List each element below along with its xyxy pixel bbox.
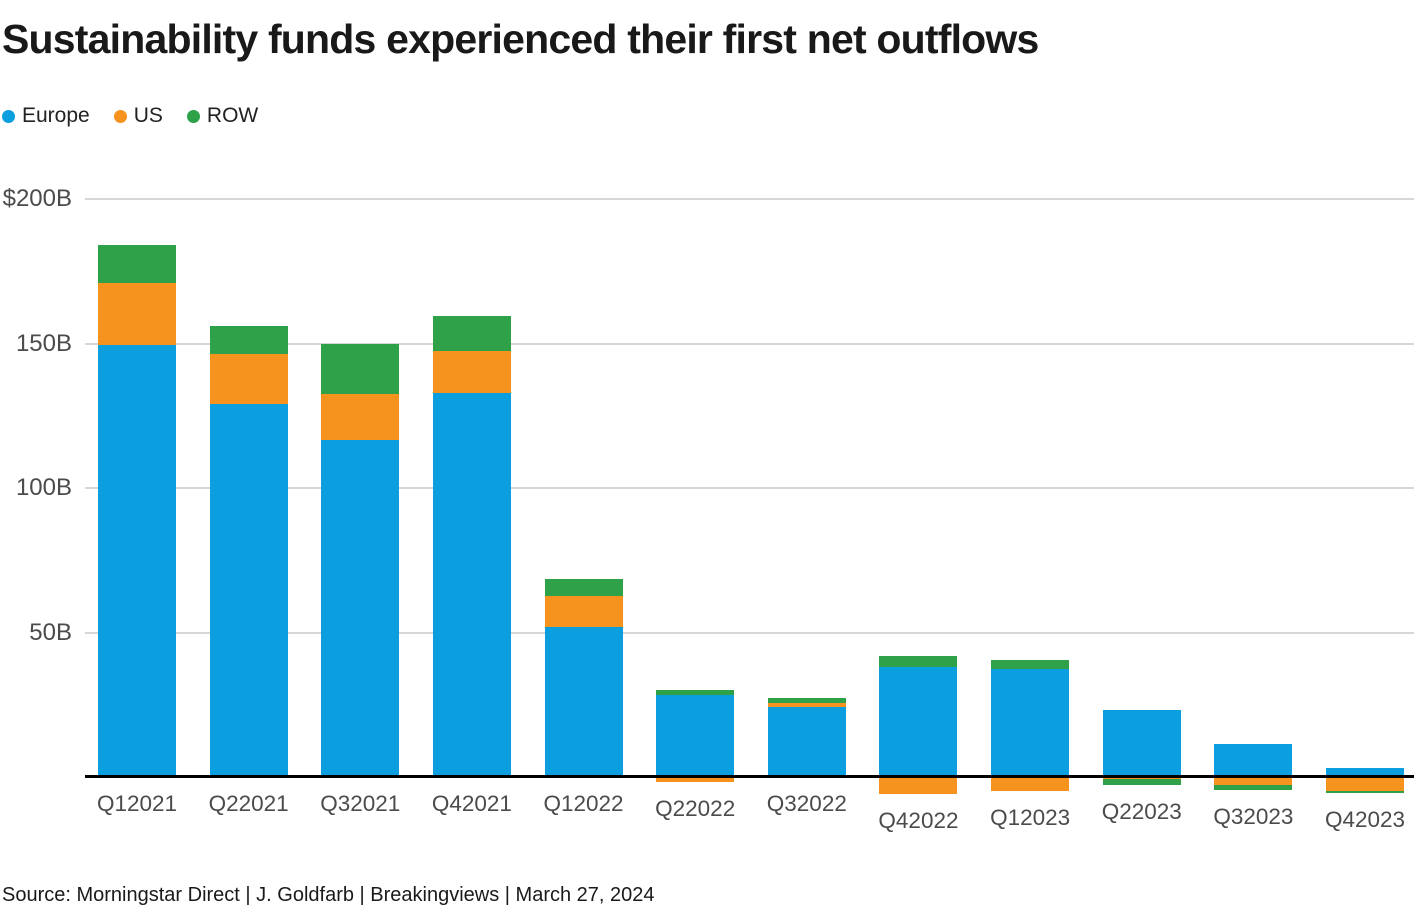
bar-segment-europe-q12022 — [544, 626, 623, 777]
bar-segment-row-q42021 — [432, 316, 511, 351]
bar-segment-europe-q32021 — [321, 440, 400, 777]
legend-item-row: ROW — [186, 104, 259, 128]
x-axis-line — [85, 775, 1414, 778]
bar-segment-europe-q42023 — [1326, 768, 1405, 777]
legend-item-us: US — [113, 104, 163, 128]
gridline-100 — [85, 487, 1414, 490]
bar-segment-us-q32022 — [767, 703, 846, 707]
x-axis-label-q22021: Q22021 — [208, 791, 289, 816]
legend-dot-icon — [2, 109, 15, 123]
gridline-50 — [85, 631, 1414, 634]
gridline-150 — [85, 342, 1414, 345]
bar-segment-us-q42021 — [432, 350, 511, 393]
y-axis-label: 100B — [15, 474, 72, 502]
bar-segment-row-q32021 — [321, 343, 400, 395]
gridline-200 — [85, 198, 1414, 201]
x-axis-label-q42023: Q42023 — [1324, 807, 1406, 833]
bar-segment-us-q12022 — [544, 596, 623, 627]
x-axis-label-q22023: Q22023 — [1101, 798, 1182, 824]
y-axis-label: 150B — [15, 329, 72, 357]
bar-segment-row-q22021 — [209, 326, 288, 354]
bar-segment-row-q32022 — [767, 698, 846, 704]
y-axis-label: 50B — [29, 618, 72, 646]
bar-segment-europe-q22023 — [1102, 709, 1181, 777]
chart-legend: Europe US ROW — [2, 104, 258, 128]
bar-segment-us-q12023 — [991, 777, 1070, 792]
bar-segment-row-q12022 — [544, 579, 623, 597]
x-axis-label-q32021: Q32021 — [320, 791, 401, 816]
bar-segment-europe-q12021 — [98, 345, 176, 777]
bar-segment-us-q12021 — [98, 282, 176, 346]
bar-segment-europe-q12023 — [991, 669, 1070, 777]
bar-segment-europe-q22022 — [656, 694, 735, 777]
bar-segment-europe-q42022 — [879, 667, 958, 777]
chart-title: Sustainability funds experienced their f… — [2, 16, 1039, 62]
bar-segment-us-q32023 — [1214, 777, 1293, 785]
x-axis-label-q32022: Q32022 — [766, 791, 847, 816]
x-axis-label-q32023: Q32023 — [1213, 804, 1294, 830]
x-axis-label-q42021: Q42021 — [431, 791, 512, 816]
bar-segment-europe-q22021 — [209, 404, 288, 777]
legend-dot-icon — [186, 109, 200, 123]
bar-segment-us-q42022 — [879, 777, 958, 795]
bar-segment-europe-q42021 — [432, 392, 511, 777]
x-axis-label-q12022: Q12022 — [543, 791, 624, 816]
bar-segment-row-q12021 — [98, 245, 176, 283]
bar-segment-row-q12023 — [991, 659, 1070, 670]
bar-segment-row-q32023 — [1214, 784, 1293, 791]
bar-segment-row-q22023 — [1102, 778, 1181, 785]
legend-label: ROW — [206, 104, 259, 127]
bar-segment-us-q32021 — [321, 394, 400, 441]
bar-segment-row-q42022 — [879, 655, 958, 668]
bar-segment-us-q22022 — [656, 777, 735, 783]
bar-segment-europe-q32023 — [1214, 743, 1293, 777]
legend-label: Europe — [22, 104, 90, 127]
bar-segment-row-q42023 — [1326, 791, 1405, 794]
bar-segment-us-q22021 — [209, 353, 288, 405]
legend-dot-icon — [113, 109, 127, 123]
x-axis-label-q12023: Q12023 — [990, 805, 1071, 831]
bar-segment-europe-q32022 — [767, 706, 846, 777]
bar-segment-row-q22022 — [656, 690, 735, 695]
x-axis-label-q22022: Q22022 — [655, 796, 736, 822]
source-attribution: Source: Morningstar Direct | J. Goldfarb… — [2, 884, 655, 906]
x-axis-label-q42022: Q42022 — [878, 808, 959, 834]
bar-segment-us-q42023 — [1326, 777, 1405, 792]
x-axis-label-q12021: Q12021 — [96, 791, 178, 816]
y-axis-label: $200B — [2, 185, 72, 213]
legend-item-europe: Europe — [2, 104, 90, 128]
legend-label: US — [133, 104, 163, 127]
